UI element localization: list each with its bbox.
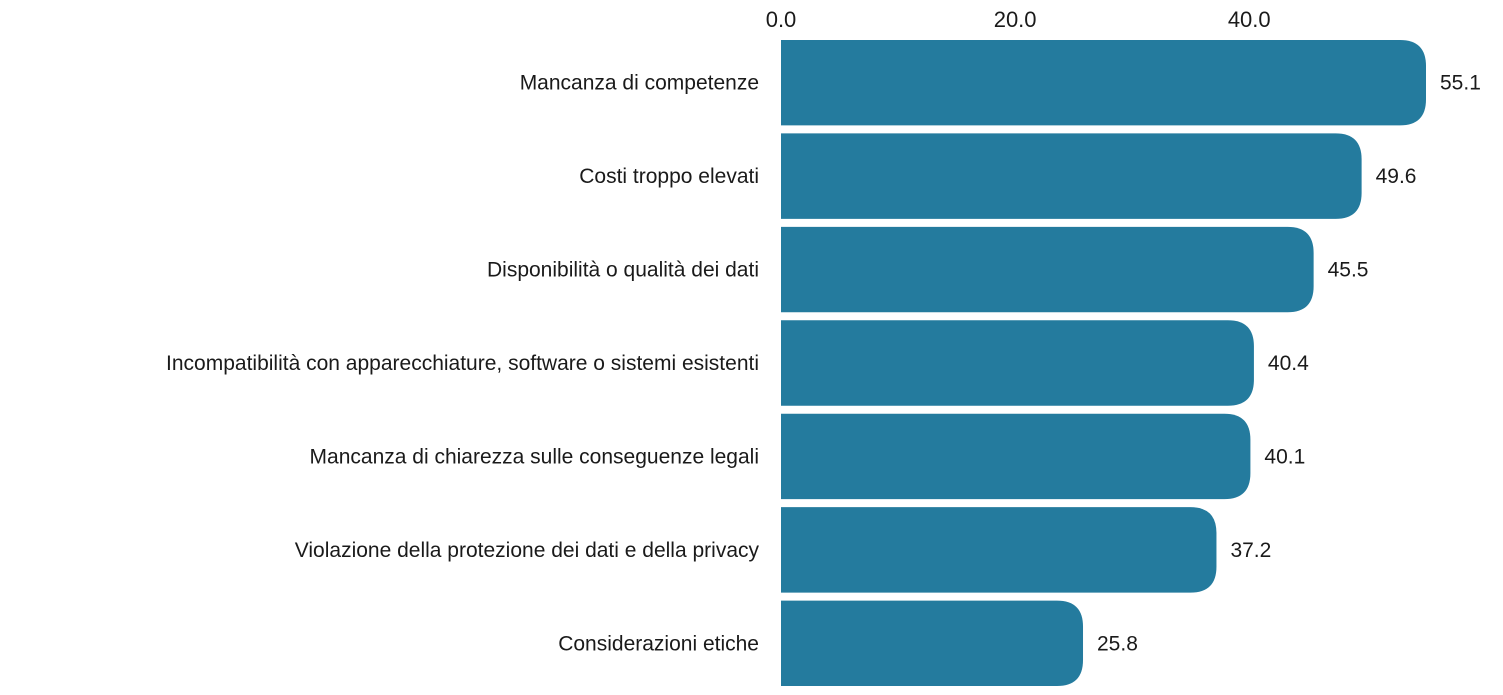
bar — [781, 600, 1084, 686]
bar — [781, 413, 1251, 500]
bar-group: Mancanza di competenze 55.1 Costi troppo e… — [166, 40, 1481, 686]
bar — [781, 133, 1362, 219]
value-label: 40.4 — [1268, 352, 1309, 375]
x-axis: 0.0 20.0 40.0 — [766, 7, 1271, 32]
value-label: 25.8 — [1097, 632, 1138, 655]
x-tick-label: 20.0 — [994, 7, 1037, 32]
value-label: 40.1 — [1264, 445, 1305, 468]
x-tick-label: 40.0 — [1228, 7, 1271, 32]
category-label: Disponibilità o qualità dei dati — [487, 259, 759, 282]
category-label: Violazione della protezione dei dati e d… — [295, 539, 760, 562]
value-label: 55.1 — [1440, 72, 1481, 95]
category-label: Costi troppo elevati — [579, 165, 759, 188]
value-label: 45.5 — [1328, 259, 1369, 282]
category-label: Mancanza di competenze — [520, 72, 759, 95]
category-label: Considerazioni etiche — [558, 632, 759, 655]
value-label: 49.6 — [1376, 165, 1417, 188]
value-label: 37.2 — [1230, 539, 1271, 562]
bar — [781, 40, 1426, 126]
x-tick-label: 0.0 — [766, 7, 797, 32]
bar — [781, 320, 1254, 406]
bar — [781, 507, 1217, 593]
category-label: Mancanza di chiarezza sulle conseguenze … — [310, 445, 759, 468]
bar — [781, 226, 1314, 313]
category-label: Incompatibilità con apparecchiature, sof… — [166, 352, 759, 375]
